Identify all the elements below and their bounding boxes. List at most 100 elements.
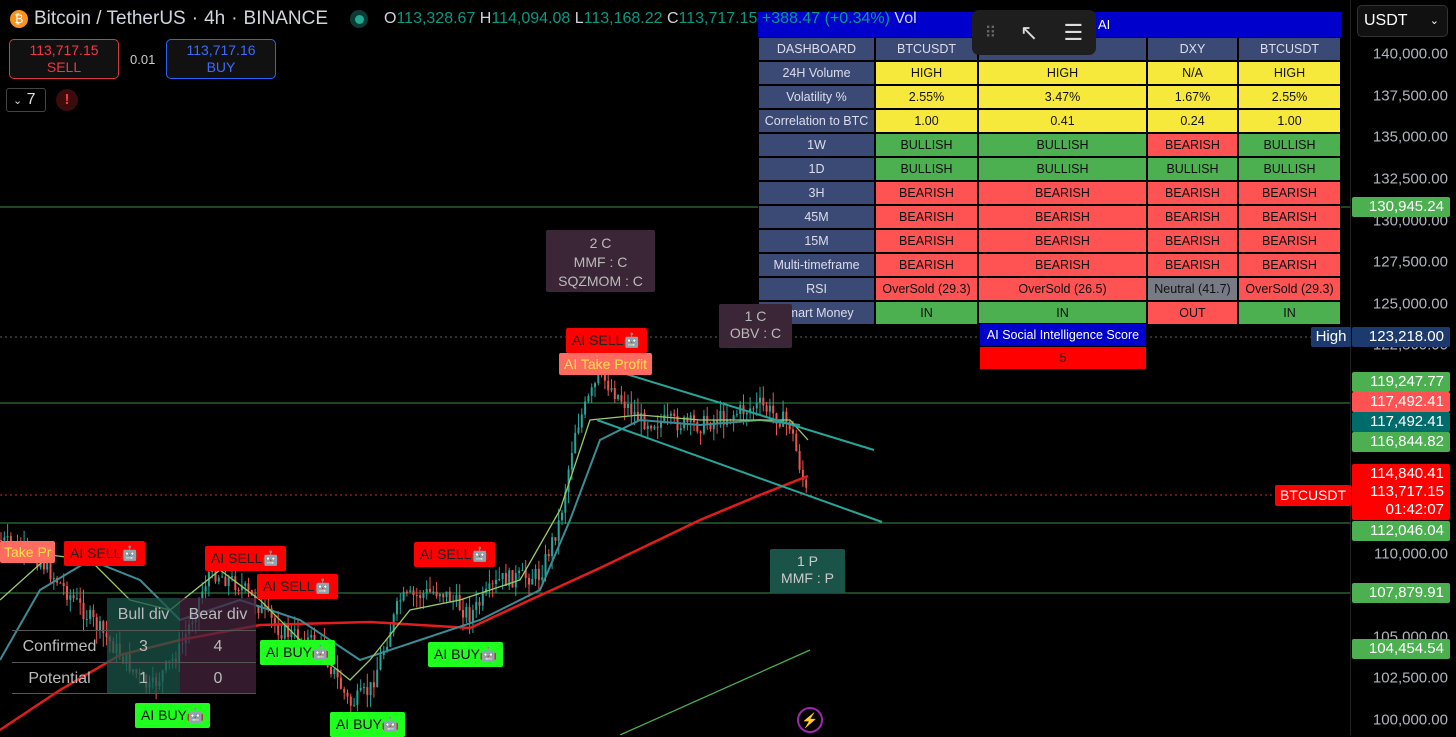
- sell-button[interactable]: 113,717.15 SELL: [9, 39, 119, 79]
- candle-body: [673, 413, 676, 417]
- candle-body: [752, 408, 755, 410]
- dashboard-cell: OverSold (29.3): [1238, 277, 1341, 301]
- sell-price: 113,717.15: [29, 42, 99, 58]
- candle-body: [442, 594, 445, 598]
- dashboard-cell: OverSold (26.5): [978, 277, 1147, 301]
- candle-body: [669, 413, 672, 416]
- price-badge: 119,247.77: [1352, 372, 1450, 392]
- candle-body: [105, 632, 108, 638]
- candle-body: [749, 408, 752, 413]
- drag-handle-icon[interactable]: ⠿: [984, 24, 997, 42]
- candle-body: [422, 593, 425, 599]
- dashboard-cell: 1.67%: [1147, 85, 1238, 109]
- candle-body: [755, 402, 758, 409]
- dashboard-cell: HIGH: [978, 61, 1147, 85]
- low-label: L: [574, 10, 584, 27]
- candle-body: [339, 677, 342, 689]
- dashboard-cell: BEARISH: [1147, 229, 1238, 253]
- candle-body: [646, 425, 649, 430]
- change-value: +388.47 (+0.34%): [761, 10, 890, 27]
- candle-body: [201, 591, 204, 599]
- currency-select[interactable]: USDT ⌄: [1357, 5, 1448, 37]
- price-badge: 117,492.41: [1352, 392, 1450, 412]
- price-tick-label: 132,500.00: [1372, 170, 1448, 188]
- candle-body: [419, 595, 422, 599]
- candle-body: [273, 617, 276, 625]
- dashboard-cell: BEARISH: [1238, 253, 1341, 277]
- last-price-badge: 114,840.41 113,717.15 01:42:07: [1352, 464, 1450, 520]
- dashboard-row-label: 45M: [758, 205, 875, 229]
- candle-body: [693, 415, 695, 422]
- symbol-header[interactable]: ₿ Bitcoin / TetherUS · 4h · BINANCE: [10, 8, 368, 30]
- dashboard-cell: IN: [875, 301, 978, 325]
- social-score-title: AI Social Intelligence Score: [979, 323, 1147, 347]
- div-label-1p: 1 P MMF : P: [770, 549, 845, 593]
- dashboard-cell: IN: [1238, 301, 1341, 325]
- candle-body: [564, 491, 567, 513]
- candle-body: [409, 590, 412, 592]
- candle-body: [607, 380, 610, 391]
- candle-body: [42, 561, 45, 570]
- candle-body: [343, 688, 346, 693]
- candle-body: [69, 595, 72, 600]
- last-price: 113,717.15: [1370, 483, 1444, 500]
- cursor-icon[interactable]: ↖: [1019, 19, 1039, 45]
- candle-body: [722, 410, 725, 425]
- price-badge: 117,492.41: [1352, 412, 1450, 432]
- candle-body: [795, 433, 798, 452]
- price-axis[interactable]: 140,000.00 137,500.00 135,000.00 132,500.00…: [1350, 0, 1456, 735]
- candle-body: [227, 577, 230, 586]
- buy-button[interactable]: 113,717.16 BUY: [166, 39, 276, 79]
- ai-buy-label: AI BUY🤖: [428, 642, 504, 667]
- candle-body: [280, 634, 283, 639]
- candle-body: [471, 610, 474, 622]
- settings-sliders-icon[interactable]: ☰: [1063, 19, 1084, 45]
- open-label: O: [384, 10, 397, 27]
- price-value: 114,840.41: [1370, 465, 1444, 482]
- price-tick-label: 140,000.00: [1372, 45, 1448, 63]
- candle-body: [610, 387, 613, 391]
- candle-body: [369, 682, 372, 696]
- candle-body: [775, 413, 778, 424]
- candle-body: [293, 629, 296, 631]
- ai-sell-label: AI SELL🤖: [257, 574, 338, 599]
- dashboard-row-label: RSI: [758, 277, 875, 301]
- candle-body: [580, 414, 583, 428]
- drawing-toolbar[interactable]: ⠿ ↖ ☰: [972, 10, 1096, 55]
- price-tick-label: 127,500.00: [1372, 253, 1448, 271]
- candle-body: [782, 411, 785, 427]
- lightning-icon[interactable]: ⚡: [797, 707, 823, 733]
- indicators-collapse-button[interactable]: ⌄ 7: [6, 88, 46, 112]
- candle-body: [524, 569, 527, 578]
- symbol-price-tag: BTCUSDT: [1275, 485, 1351, 506]
- symbol-name[interactable]: Bitcoin / TetherUS: [34, 8, 186, 29]
- bull-value: 3: [139, 638, 148, 655]
- dashboard-cell: 1.00: [875, 109, 978, 133]
- dashboard-cell: Neutral (41.7): [1147, 277, 1238, 301]
- alert-icon[interactable]: !: [56, 89, 78, 111]
- candle-body: [613, 387, 616, 400]
- price-badge: 116,844.82: [1352, 432, 1450, 452]
- ai-sell-label: AI SELL🤖: [205, 546, 286, 571]
- dashboard-cell: HIGH: [1238, 61, 1341, 85]
- candle-body: [9, 536, 12, 544]
- candle-body: [660, 421, 662, 428]
- trendline-lower: [596, 419, 883, 523]
- row-label: Confirmed: [22, 638, 97, 655]
- candle-body: [603, 369, 606, 381]
- candle-body: [270, 608, 273, 618]
- dashboard-cell: BEARISH: [875, 229, 978, 253]
- candle-body: [396, 601, 398, 615]
- dashboard-cell: BEARISH: [978, 229, 1147, 253]
- candle-body: [402, 591, 405, 601]
- candle-body: [333, 668, 336, 674]
- candle-body: [448, 591, 451, 603]
- candle-body: [346, 692, 349, 697]
- interval[interactable]: 4h: [204, 8, 226, 29]
- candle-body: [221, 576, 224, 578]
- candle-body: [531, 578, 534, 585]
- candle-body: [650, 425, 653, 429]
- candle-body: [62, 582, 65, 587]
- candle-body: [95, 617, 98, 631]
- candle-body: [39, 561, 42, 568]
